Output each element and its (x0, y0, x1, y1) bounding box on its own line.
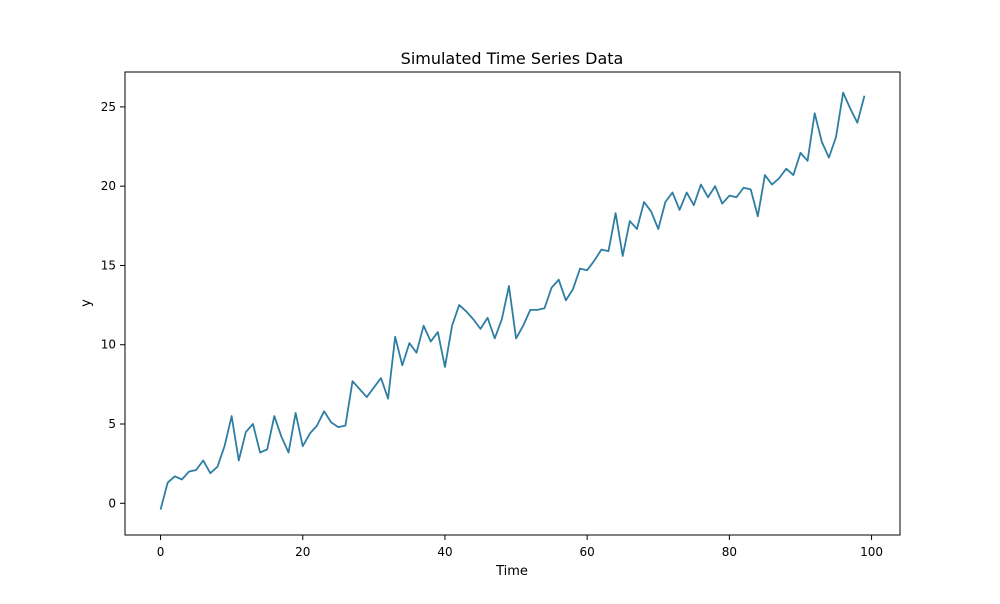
y-tick-label: 5 (108, 417, 116, 431)
data-series (159, 91, 866, 510)
y-tick-label: 0 (108, 496, 116, 510)
y-tick-label: 10 (101, 338, 116, 352)
x-tick-label: 40 (437, 545, 452, 559)
chart-title: Simulated Time Series Data (401, 49, 624, 68)
plot-frame (124, 71, 901, 536)
x-tick-label: 80 (722, 545, 737, 559)
y-tick-label: 25 (101, 100, 116, 114)
y-tick-label: 20 (101, 179, 116, 193)
y-axis-label: y (79, 299, 94, 307)
y-tick-label: 15 (101, 258, 116, 272)
axis-ticks: 0 20 40 60 80 100 0 5 10 15 20 25 (101, 100, 883, 559)
x-tick-label: 100 (860, 545, 883, 559)
x-tick-label: 0 (157, 545, 165, 559)
x-tick-label: 60 (580, 545, 595, 559)
x-axis-label: Time (495, 564, 528, 579)
x-tick-label: 20 (295, 545, 310, 559)
series-line (159, 91, 866, 510)
